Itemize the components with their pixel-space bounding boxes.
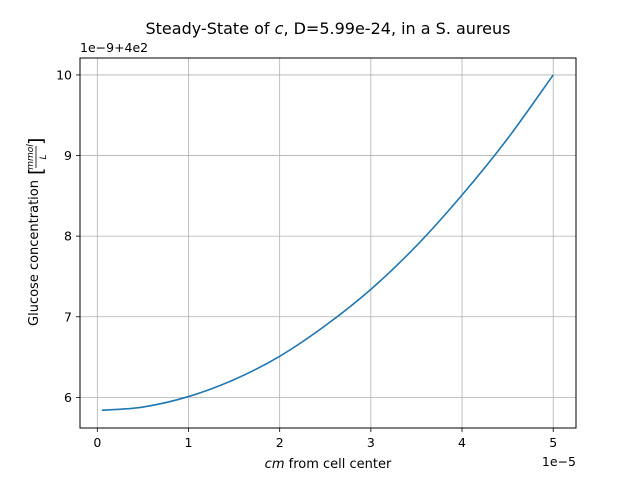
y-tick-label: 7 — [64, 309, 72, 324]
x-tick-label: 1 — [185, 435, 193, 450]
y-tick-label: 9 — [64, 148, 72, 163]
grid-lines — [80, 58, 576, 428]
y-offset-text: 1e−9+4e2 — [80, 40, 148, 55]
tick-layer: 0 1 2 3 4 5 6 7 8 9 10 — [56, 67, 557, 450]
x-tick-label: 0 — [93, 435, 101, 450]
x-tick-label: 4 — [458, 435, 466, 450]
y-axis-label-text: Glucose concentration — [27, 180, 42, 326]
y-axis-unit-bracket-right: ] — [25, 138, 47, 145]
x-axis-label: cm from cell center — [265, 457, 392, 472]
y-axis-unit-denominator: L — [39, 154, 49, 159]
series-line-0 — [101, 74, 554, 412]
chart-title: Steady-State of c, D=5.99e-24, in a S. a… — [146, 19, 511, 38]
y-tick-label: 10 — [56, 67, 72, 82]
x-tick-label: 3 — [367, 435, 375, 450]
series-layer — [101, 74, 554, 412]
y-tick-label: 8 — [64, 229, 72, 244]
x-tick-label: 2 — [276, 435, 284, 450]
y-axis-unit-bracket-left: [ — [25, 168, 47, 175]
x-offset-text: 1e−5 — [542, 454, 576, 469]
x-tick-label: 5 — [549, 435, 557, 450]
y-tick-label: 6 — [64, 390, 72, 405]
y-axis-unit-numerator: mmol — [26, 144, 36, 170]
plot-frame — [79, 57, 577, 429]
y-axis-label: Glucose concentration [ mmol L ] — [25, 138, 49, 326]
